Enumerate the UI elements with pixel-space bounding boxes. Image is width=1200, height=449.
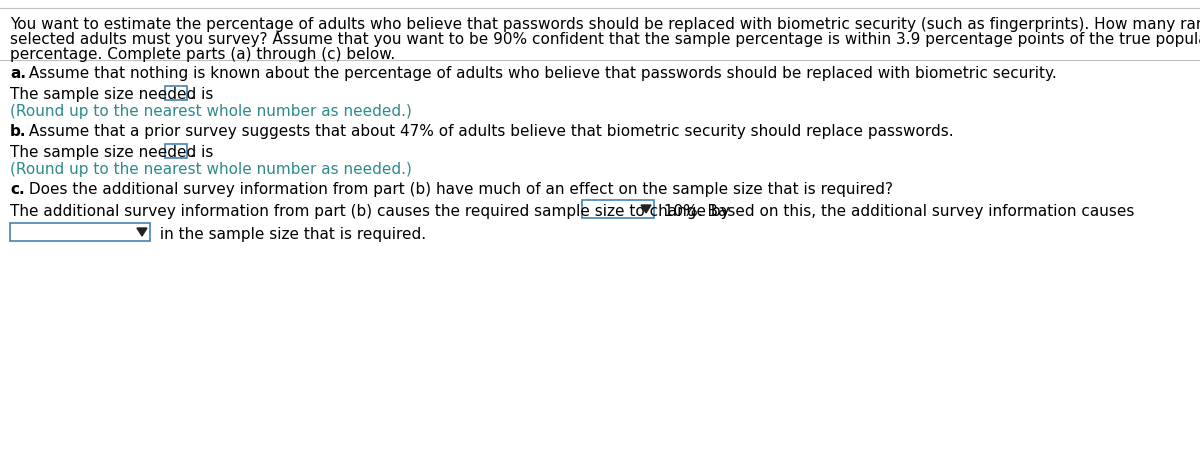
Text: .: .: [190, 145, 194, 160]
Text: b.: b.: [10, 124, 26, 139]
FancyBboxPatch shape: [10, 223, 150, 241]
Text: selected adults must you survey? Assume that you want to be 90% confident that t: selected adults must you survey? Assume …: [10, 32, 1200, 47]
Text: (Round up to the nearest whole number as needed.): (Round up to the nearest whole number as…: [10, 104, 412, 119]
Text: 10%. Based on this, the additional survey information causes: 10%. Based on this, the additional surve…: [659, 204, 1134, 219]
Text: .: .: [190, 87, 194, 102]
FancyBboxPatch shape: [166, 144, 187, 158]
Text: percentage. Complete parts (a) through (c) below.: percentage. Complete parts (a) through (…: [10, 47, 395, 62]
Text: (Round up to the nearest whole number as needed.): (Round up to the nearest whole number as…: [10, 162, 412, 177]
Text: Does the additional survey information from part (b) have much of an effect on t: Does the additional survey information f…: [24, 182, 893, 197]
Text: a.: a.: [10, 66, 26, 81]
Text: The sample size needed is: The sample size needed is: [10, 145, 218, 160]
Text: c.: c.: [10, 182, 25, 197]
FancyBboxPatch shape: [166, 86, 187, 100]
Polygon shape: [641, 205, 650, 213]
Text: The additional survey information from part (b) causes the required sample size : The additional survey information from p…: [10, 204, 734, 219]
Text: Assume that nothing is known about the percentage of adults who believe that pas: Assume that nothing is known about the p…: [24, 66, 1057, 81]
Text: Assume that a prior survey suggests that about 47% of adults believe that biomet: Assume that a prior survey suggests that…: [24, 124, 954, 139]
Text: in the sample size that is required.: in the sample size that is required.: [155, 227, 426, 242]
FancyBboxPatch shape: [582, 200, 654, 218]
Text: The sample size needed is: The sample size needed is: [10, 87, 218, 102]
Polygon shape: [137, 228, 148, 236]
Text: You want to estimate the percentage of adults who believe that passwords should : You want to estimate the percentage of a…: [10, 17, 1200, 32]
